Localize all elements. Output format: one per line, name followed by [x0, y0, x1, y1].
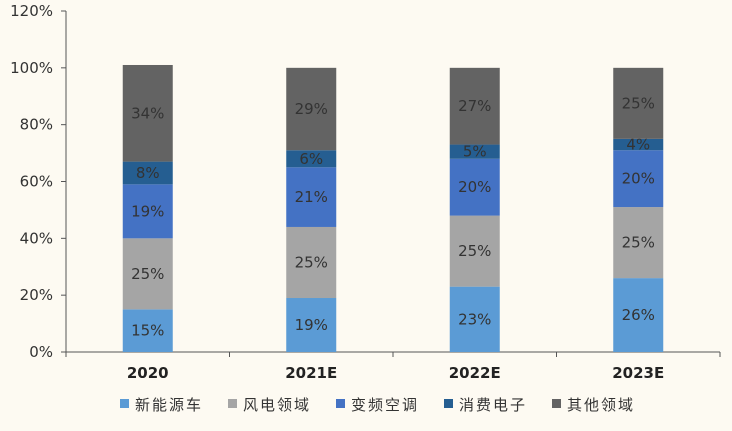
x-category-label: 2020	[127, 364, 169, 382]
bar-segment	[122, 309, 173, 352]
data-label: 20%	[622, 170, 655, 188]
data-label: 25%	[458, 242, 491, 260]
bar-segment	[122, 161, 173, 185]
y-tick-label: 80%	[20, 116, 53, 134]
bar-segment	[122, 238, 173, 310]
data-label: 5%	[463, 143, 487, 161]
data-label: 25%	[622, 94, 655, 112]
y-axis: 0% 20% 40% 60% 80% 100% 120%	[10, 2, 67, 361]
data-label: 8%	[136, 164, 160, 182]
data-label: 34%	[131, 104, 164, 122]
bar-segment	[286, 167, 337, 227]
legend-swatch	[552, 399, 561, 408]
legend: 新能源车 风电领域 变频空调 消费电子 其他领域	[120, 396, 635, 414]
bar-segment	[286, 226, 337, 299]
legend-swatch	[120, 399, 129, 408]
data-label: 25%	[131, 265, 164, 283]
bar-segment	[449, 215, 500, 287]
data-label: 25%	[295, 253, 328, 271]
bar-segment	[122, 64, 173, 162]
bar-segment	[613, 207, 664, 279]
legend-label: 新能源车	[135, 396, 203, 414]
data-label: 26%	[622, 306, 655, 324]
data-label: 6%	[299, 150, 323, 168]
legend-swatch	[444, 399, 453, 408]
data-label: 23%	[458, 310, 491, 328]
bar-segment	[122, 184, 173, 239]
bar-segment	[449, 67, 500, 145]
x-category-label: 2022E	[449, 364, 501, 382]
data-label: 19%	[131, 202, 164, 220]
data-label: 21%	[295, 188, 328, 206]
y-tick-label: 120%	[10, 2, 53, 20]
y-tick-label: 0%	[29, 343, 53, 361]
bar-segment	[449, 286, 500, 352]
bar-segment	[286, 67, 337, 151]
x-axis: 2020 2021E 2022E 2023E	[65, 351, 721, 382]
data-label: 25%	[622, 234, 655, 252]
legend-swatch	[228, 399, 237, 408]
bar-segment	[286, 150, 337, 168]
data-label: 19%	[295, 316, 328, 334]
bar-segment	[449, 158, 500, 216]
legend-swatch	[336, 399, 345, 408]
bar-segment	[449, 144, 500, 159]
bar-segment	[613, 278, 664, 352]
bar-segment	[286, 298, 337, 352]
y-tick-label: 40%	[20, 229, 53, 247]
y-tick-label: 100%	[10, 59, 53, 77]
y-tick-label: 60%	[20, 173, 53, 191]
data-label: 4%	[626, 136, 650, 154]
bars: 15% 25% 19% 8% 34% 19% 25% 21% 6% 29% 23% 25% 20% 5% 2…	[122, 64, 664, 352]
legend-label: 消费电子	[459, 396, 527, 414]
legend-label: 其他领域	[567, 396, 635, 414]
data-label: 20%	[458, 178, 491, 196]
y-tick-label: 20%	[20, 286, 53, 304]
data-label: 29%	[295, 100, 328, 118]
legend-label: 风电领域	[243, 396, 311, 414]
data-label: 15%	[131, 322, 164, 340]
bar-segment	[613, 150, 664, 208]
data-label: 27%	[458, 97, 491, 115]
x-category-label: 2021E	[285, 364, 337, 382]
legend-label: 变频空调	[351, 396, 419, 414]
x-category-label: 2023E	[612, 364, 664, 382]
bar-segment	[613, 67, 664, 139]
bar-segment	[613, 138, 664, 151]
